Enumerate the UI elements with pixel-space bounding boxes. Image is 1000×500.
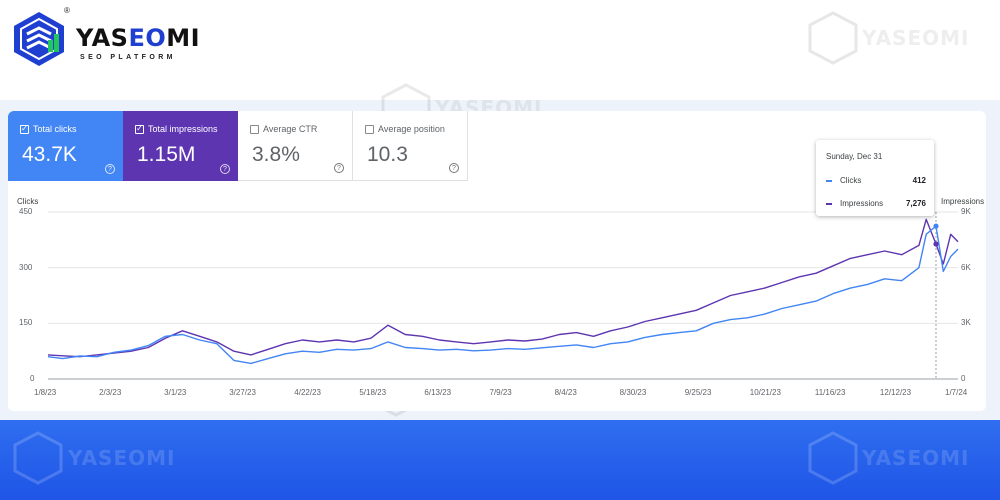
- metric-total-clicks[interactable]: ✓ Total clicks 43.7K ?: [8, 111, 123, 181]
- metric-label: Average position: [378, 124, 445, 134]
- x-axis-tick-label: 6/13/23: [424, 388, 452, 397]
- left-axis-title: Clicks: [17, 197, 39, 206]
- metric-label: Total impressions: [148, 124, 218, 134]
- left-axis-tick-label: 300: [19, 262, 33, 272]
- header-band: [0, 0, 1000, 100]
- x-axis-tick-label: 11/16/23: [814, 388, 846, 397]
- help-icon[interactable]: ?: [220, 164, 230, 174]
- brand-name: YASEOMI: [76, 24, 201, 52]
- hover-point-clicks: [933, 223, 939, 229]
- metric-value: 3.8%: [252, 143, 300, 166]
- help-icon[interactable]: ?: [105, 164, 115, 174]
- x-axis-tick-label: 12/12/23: [879, 388, 912, 397]
- x-axis-tick-label: 8/30/23: [619, 388, 647, 397]
- hover-point-impressions: [933, 241, 939, 247]
- x-axis-tick-label: 7/9/23: [489, 388, 512, 397]
- brand-tagline: SEO PLATFORM: [80, 54, 176, 61]
- x-axis-tick-label: 3/1/23: [164, 388, 187, 397]
- x-axis-tick-label: 4/22/23: [294, 388, 321, 397]
- series-line-impressions[interactable]: [47, 218, 959, 358]
- metric-label: Average CTR: [263, 124, 318, 134]
- right-axis-title: Impressions: [941, 197, 985, 206]
- help-icon[interactable]: ?: [334, 163, 344, 173]
- x-axis-tick-label: 8/4/23: [554, 388, 577, 397]
- x-axis-tick-label: 2/3/23: [99, 388, 122, 397]
- right-axis-tick-label: 9K: [961, 207, 971, 216]
- left-axis-tick-label: 150: [19, 318, 33, 328]
- chart-tooltip: Sunday, Dec 31 Clicks 412 Impressions 7,…: [816, 140, 934, 216]
- performance-card: ✓ Total clicks 43.7K ? ✓ Total impressions…: [8, 111, 986, 411]
- tooltip-row-value: 412: [912, 176, 926, 185]
- x-axis-tick-label: 3/27/23: [229, 388, 256, 397]
- metric-value: 43.7K: [22, 143, 77, 166]
- metric-total-impressions[interactable]: ✓ Total impressions 1.15M ?: [123, 111, 238, 181]
- metric-value: 10.3: [367, 143, 408, 166]
- checkbox-checked-icon[interactable]: ✓: [135, 124, 144, 134]
- right-axis-tick-label: 6K: [961, 262, 971, 272]
- metric-label: Total clicks: [33, 124, 77, 134]
- x-axis-tick-label: 1/7/24: [945, 388, 968, 397]
- right-axis-tick-label: 3K: [961, 318, 971, 328]
- x-axis-tick-label: 9/25/23: [684, 388, 712, 397]
- x-axis-tick-label: 1/8/23: [34, 388, 57, 397]
- footer-band: [0, 420, 1000, 500]
- yaseomi-logo-icon: [14, 12, 64, 66]
- tooltip-row-value: 7,276: [905, 199, 926, 208]
- series-line-clicks[interactable]: [47, 225, 959, 365]
- checkbox-unchecked-icon[interactable]: [365, 124, 374, 134]
- tooltip-row-clicks: Clicks 412: [826, 176, 926, 185]
- tooltip-row-name: Impressions: [840, 199, 884, 208]
- registered-mark: ®: [64, 6, 70, 15]
- tooltip-row-name: Clicks: [840, 176, 862, 185]
- tooltip-row-impressions: Impressions 7,276: [826, 199, 926, 208]
- help-icon[interactable]: ?: [449, 163, 459, 173]
- brand-logo[interactable]: ® YASEOMI SEO PLATFORM: [10, 6, 210, 68]
- x-axis-tick-label: 5/18/23: [359, 388, 387, 397]
- right-axis-tick-label: 0: [961, 374, 966, 383]
- performance-chart[interactable]: [8, 111, 986, 411]
- left-axis-tick-label: 0: [30, 374, 35, 383]
- clicks-legend-swatch: [826, 179, 832, 182]
- impressions-legend-swatch: [826, 202, 832, 205]
- tooltip-date: Sunday, Dec 31: [826, 152, 883, 161]
- checkbox-unchecked-icon[interactable]: [250, 124, 259, 134]
- x-axis-tick-label: 10/21/23: [749, 388, 781, 397]
- checkbox-checked-icon[interactable]: ✓: [20, 124, 29, 134]
- metric-average-position[interactable]: Average position 10.3 ?: [353, 111, 468, 181]
- metric-value: 1.15M: [137, 143, 196, 166]
- left-axis-tick-label: 450: [19, 207, 33, 216]
- metric-average-ctr[interactable]: Average CTR 3.8% ?: [238, 111, 353, 181]
